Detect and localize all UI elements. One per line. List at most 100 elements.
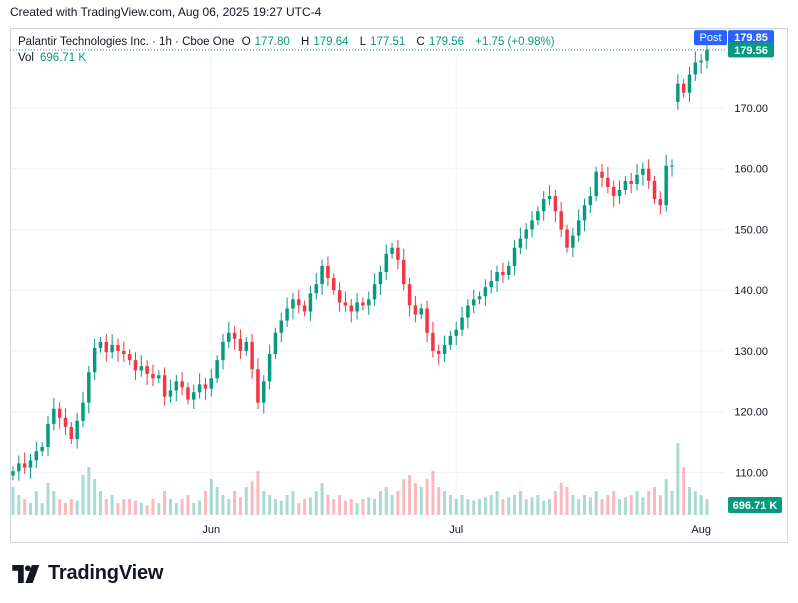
volume-bar — [408, 475, 412, 515]
candle-body — [250, 341, 254, 370]
created-with-label: Created with TradingView.com, Aug 06, 20… — [10, 5, 322, 19]
candle-body — [576, 220, 581, 236]
symbol-label[interactable]: Palantir Technologies Inc. · 1h · Cboe O… — [18, 36, 235, 48]
volume-bar — [641, 497, 645, 515]
candle-body — [52, 408, 56, 424]
candle-body — [646, 168, 651, 181]
candle-body — [22, 463, 27, 468]
volume-bar — [139, 503, 143, 515]
volume-bar — [565, 487, 569, 515]
candle-body — [582, 205, 587, 221]
candle-body — [384, 253, 388, 272]
volume-bar — [629, 495, 633, 515]
candle-body — [413, 305, 418, 315]
volume-bar — [367, 497, 371, 515]
candle-body — [75, 420, 79, 440]
candle-body — [98, 341, 103, 348]
volume-bar — [291, 491, 295, 515]
volume-bar — [98, 491, 102, 515]
volume-bar — [338, 495, 342, 515]
candle-body — [209, 378, 214, 389]
candle-body — [122, 350, 126, 355]
volume-bar — [238, 497, 242, 515]
volume-bar — [623, 497, 627, 515]
volume-bar — [460, 495, 464, 515]
candle-body — [145, 366, 149, 375]
time-tick-label: Jul — [449, 524, 463, 536]
volume-bars — [11, 443, 709, 515]
candle-body — [63, 417, 68, 427]
volume-bar — [612, 491, 616, 515]
candle-body — [547, 196, 552, 200]
volume-badge: 696.71 K — [728, 497, 782, 513]
candle-body — [611, 186, 616, 197]
volume-bar — [536, 495, 540, 515]
volume-bar — [635, 491, 639, 515]
volume-bar — [168, 499, 172, 515]
candle-body — [489, 281, 493, 288]
candle-body — [40, 446, 44, 452]
volume-bar — [396, 491, 400, 515]
volume-bar — [618, 499, 622, 515]
price-tick-label: 150.00 — [734, 224, 768, 236]
high-value: H 179.64 — [301, 36, 349, 48]
price-tick-label: 120.00 — [734, 407, 768, 419]
volume-bar — [670, 491, 674, 515]
candle-body — [495, 272, 499, 282]
volume-bar — [682, 467, 686, 515]
candle-body — [46, 423, 50, 447]
candle-body — [174, 381, 179, 391]
candle-body — [454, 329, 458, 336]
volume-bar — [361, 499, 365, 515]
candle-body — [186, 387, 190, 400]
volume-bar — [431, 471, 435, 515]
volume-bar — [58, 499, 62, 515]
candle-body — [326, 265, 330, 279]
candle-body — [104, 341, 109, 353]
price-tick-label: 110.00 — [735, 467, 768, 479]
candle-body — [69, 426, 74, 440]
candle-body — [693, 62, 698, 75]
volume-bar — [285, 495, 289, 515]
candle-body — [267, 354, 272, 382]
volume-bar — [192, 503, 196, 515]
last-price-text: 179.56 — [734, 45, 768, 57]
candle-body — [221, 341, 225, 361]
candle-body — [139, 366, 144, 371]
volume-bar — [273, 499, 277, 515]
volume-bar — [198, 500, 202, 515]
tradingview-logo[interactable]: TradingView — [12, 562, 163, 585]
volume-bar — [203, 491, 207, 515]
volume-badge-text: 696.71 K — [733, 500, 778, 512]
low-value: L 177.51 — [359, 36, 406, 48]
candle-body — [192, 392, 196, 400]
volume-bar — [571, 495, 575, 515]
volume-bar — [303, 499, 307, 515]
candle-body — [466, 305, 470, 318]
price-tick-label: 140.00 — [734, 285, 768, 297]
volume-bar — [262, 491, 266, 515]
candle-body — [571, 235, 575, 248]
candle-body — [291, 299, 295, 309]
volume-bar — [553, 491, 557, 515]
candle-body — [518, 238, 523, 248]
post-badge: Post 179.85 — [694, 30, 774, 46]
price-axis: 110.00 120.00 130.00 140.00 150.00 160.00 170.… — [734, 103, 768, 480]
volume-bar — [23, 499, 27, 515]
volume-bar — [583, 495, 587, 515]
candle-body — [652, 180, 657, 200]
candle-body — [337, 290, 342, 303]
candle-body — [536, 211, 540, 221]
volume-bar — [314, 491, 318, 515]
candle-body — [407, 284, 412, 306]
volume-bar — [104, 499, 108, 515]
volume-bar — [699, 495, 703, 515]
last-price-badge: 179.56 — [728, 42, 774, 58]
volume-bar — [349, 499, 353, 515]
candle-body — [687, 74, 692, 93]
time-tick-label: Jun — [202, 524, 220, 536]
candle-body — [477, 296, 482, 300]
volume-bar — [133, 500, 137, 515]
volume-bar — [17, 495, 21, 515]
